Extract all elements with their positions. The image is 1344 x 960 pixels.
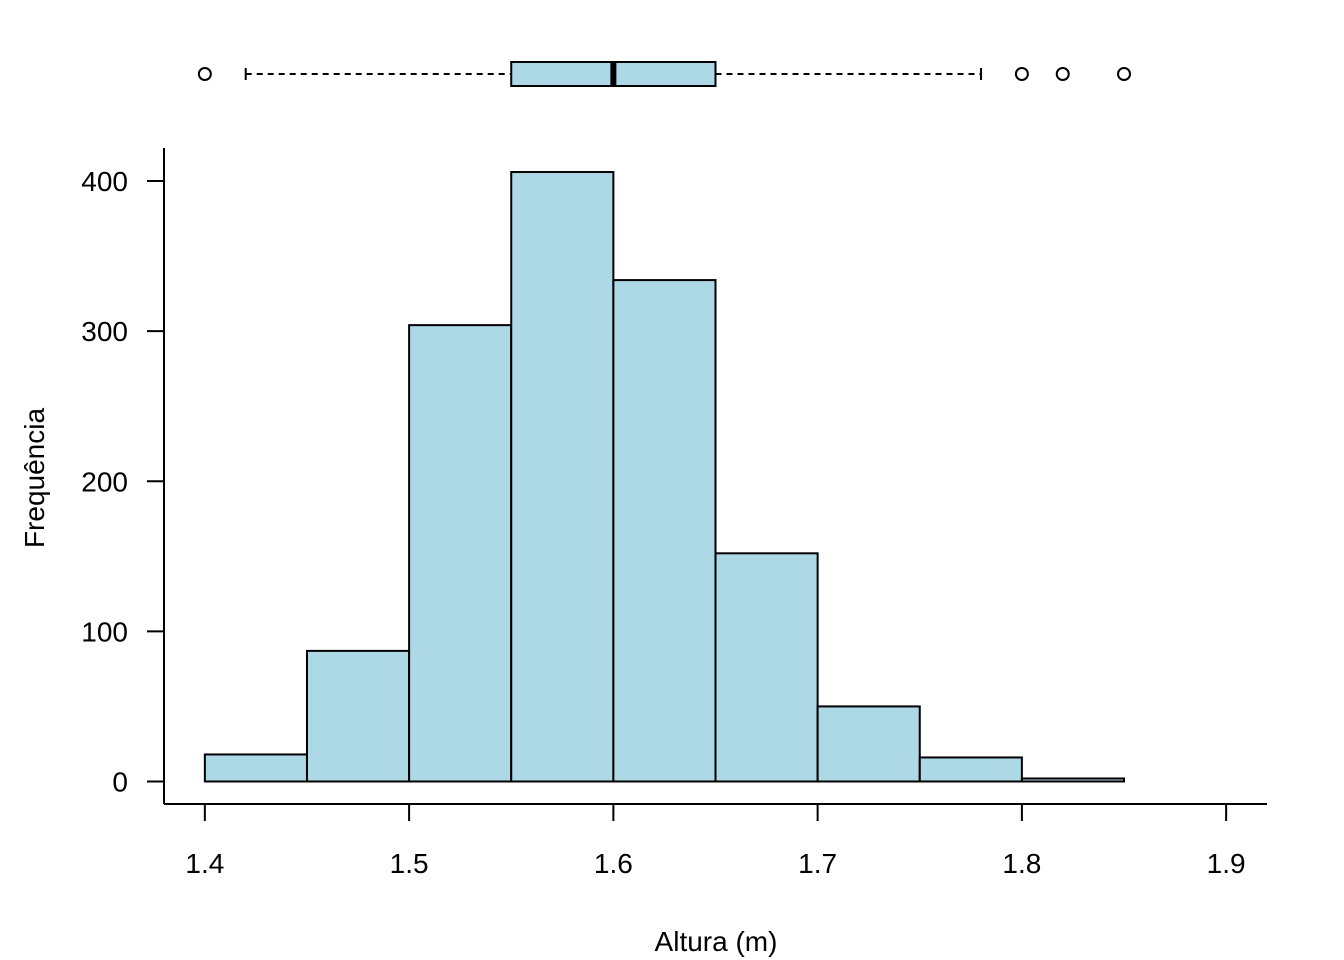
boxplot-outlier bbox=[197, 67, 212, 81]
y-axis-line bbox=[147, 148, 165, 804]
axes bbox=[147, 148, 1267, 821]
boxplot-outlier bbox=[1014, 67, 1029, 81]
y-tick-label: 0 bbox=[112, 766, 128, 797]
histogram-bar bbox=[816, 705, 921, 783]
histogram-bar bbox=[612, 279, 717, 783]
histogram-bar bbox=[408, 324, 513, 783]
x-axis-title: Altura (m) bbox=[655, 926, 778, 957]
y-tick-label: 300 bbox=[81, 316, 128, 347]
histogram-bar bbox=[305, 649, 411, 783]
y-tick-label: 200 bbox=[81, 466, 128, 497]
histogram-bar bbox=[1020, 777, 1126, 783]
histogram-bar bbox=[918, 756, 1023, 783]
histogram-bar bbox=[203, 753, 308, 783]
tick-labels: 1.4 1.5 1.6 1.7 1.8 1.9 0 100 200 300 400 bbox=[81, 166, 1245, 879]
y-axis-title: Frequência bbox=[19, 408, 50, 549]
x-tick-label: 1.4 bbox=[185, 848, 224, 879]
x-tick-label: 1.6 bbox=[594, 848, 633, 879]
x-tick-label: 1.8 bbox=[1002, 848, 1041, 879]
x-tick-label: 1.5 bbox=[390, 848, 429, 879]
histogram-bar bbox=[714, 552, 819, 783]
boxplot-outlier bbox=[1055, 67, 1070, 81]
y-tick-label: 400 bbox=[81, 166, 128, 197]
boxplot bbox=[197, 61, 1132, 87]
x-tick-label: 1.7 bbox=[798, 848, 837, 879]
histogram-bars bbox=[203, 171, 1126, 783]
x-axis-line bbox=[164, 803, 1267, 821]
histogram-bar bbox=[510, 171, 615, 783]
boxplot-outlier bbox=[1117, 67, 1132, 81]
x-tick-label: 1.9 bbox=[1207, 848, 1246, 879]
y-tick-label: 100 bbox=[81, 616, 128, 647]
